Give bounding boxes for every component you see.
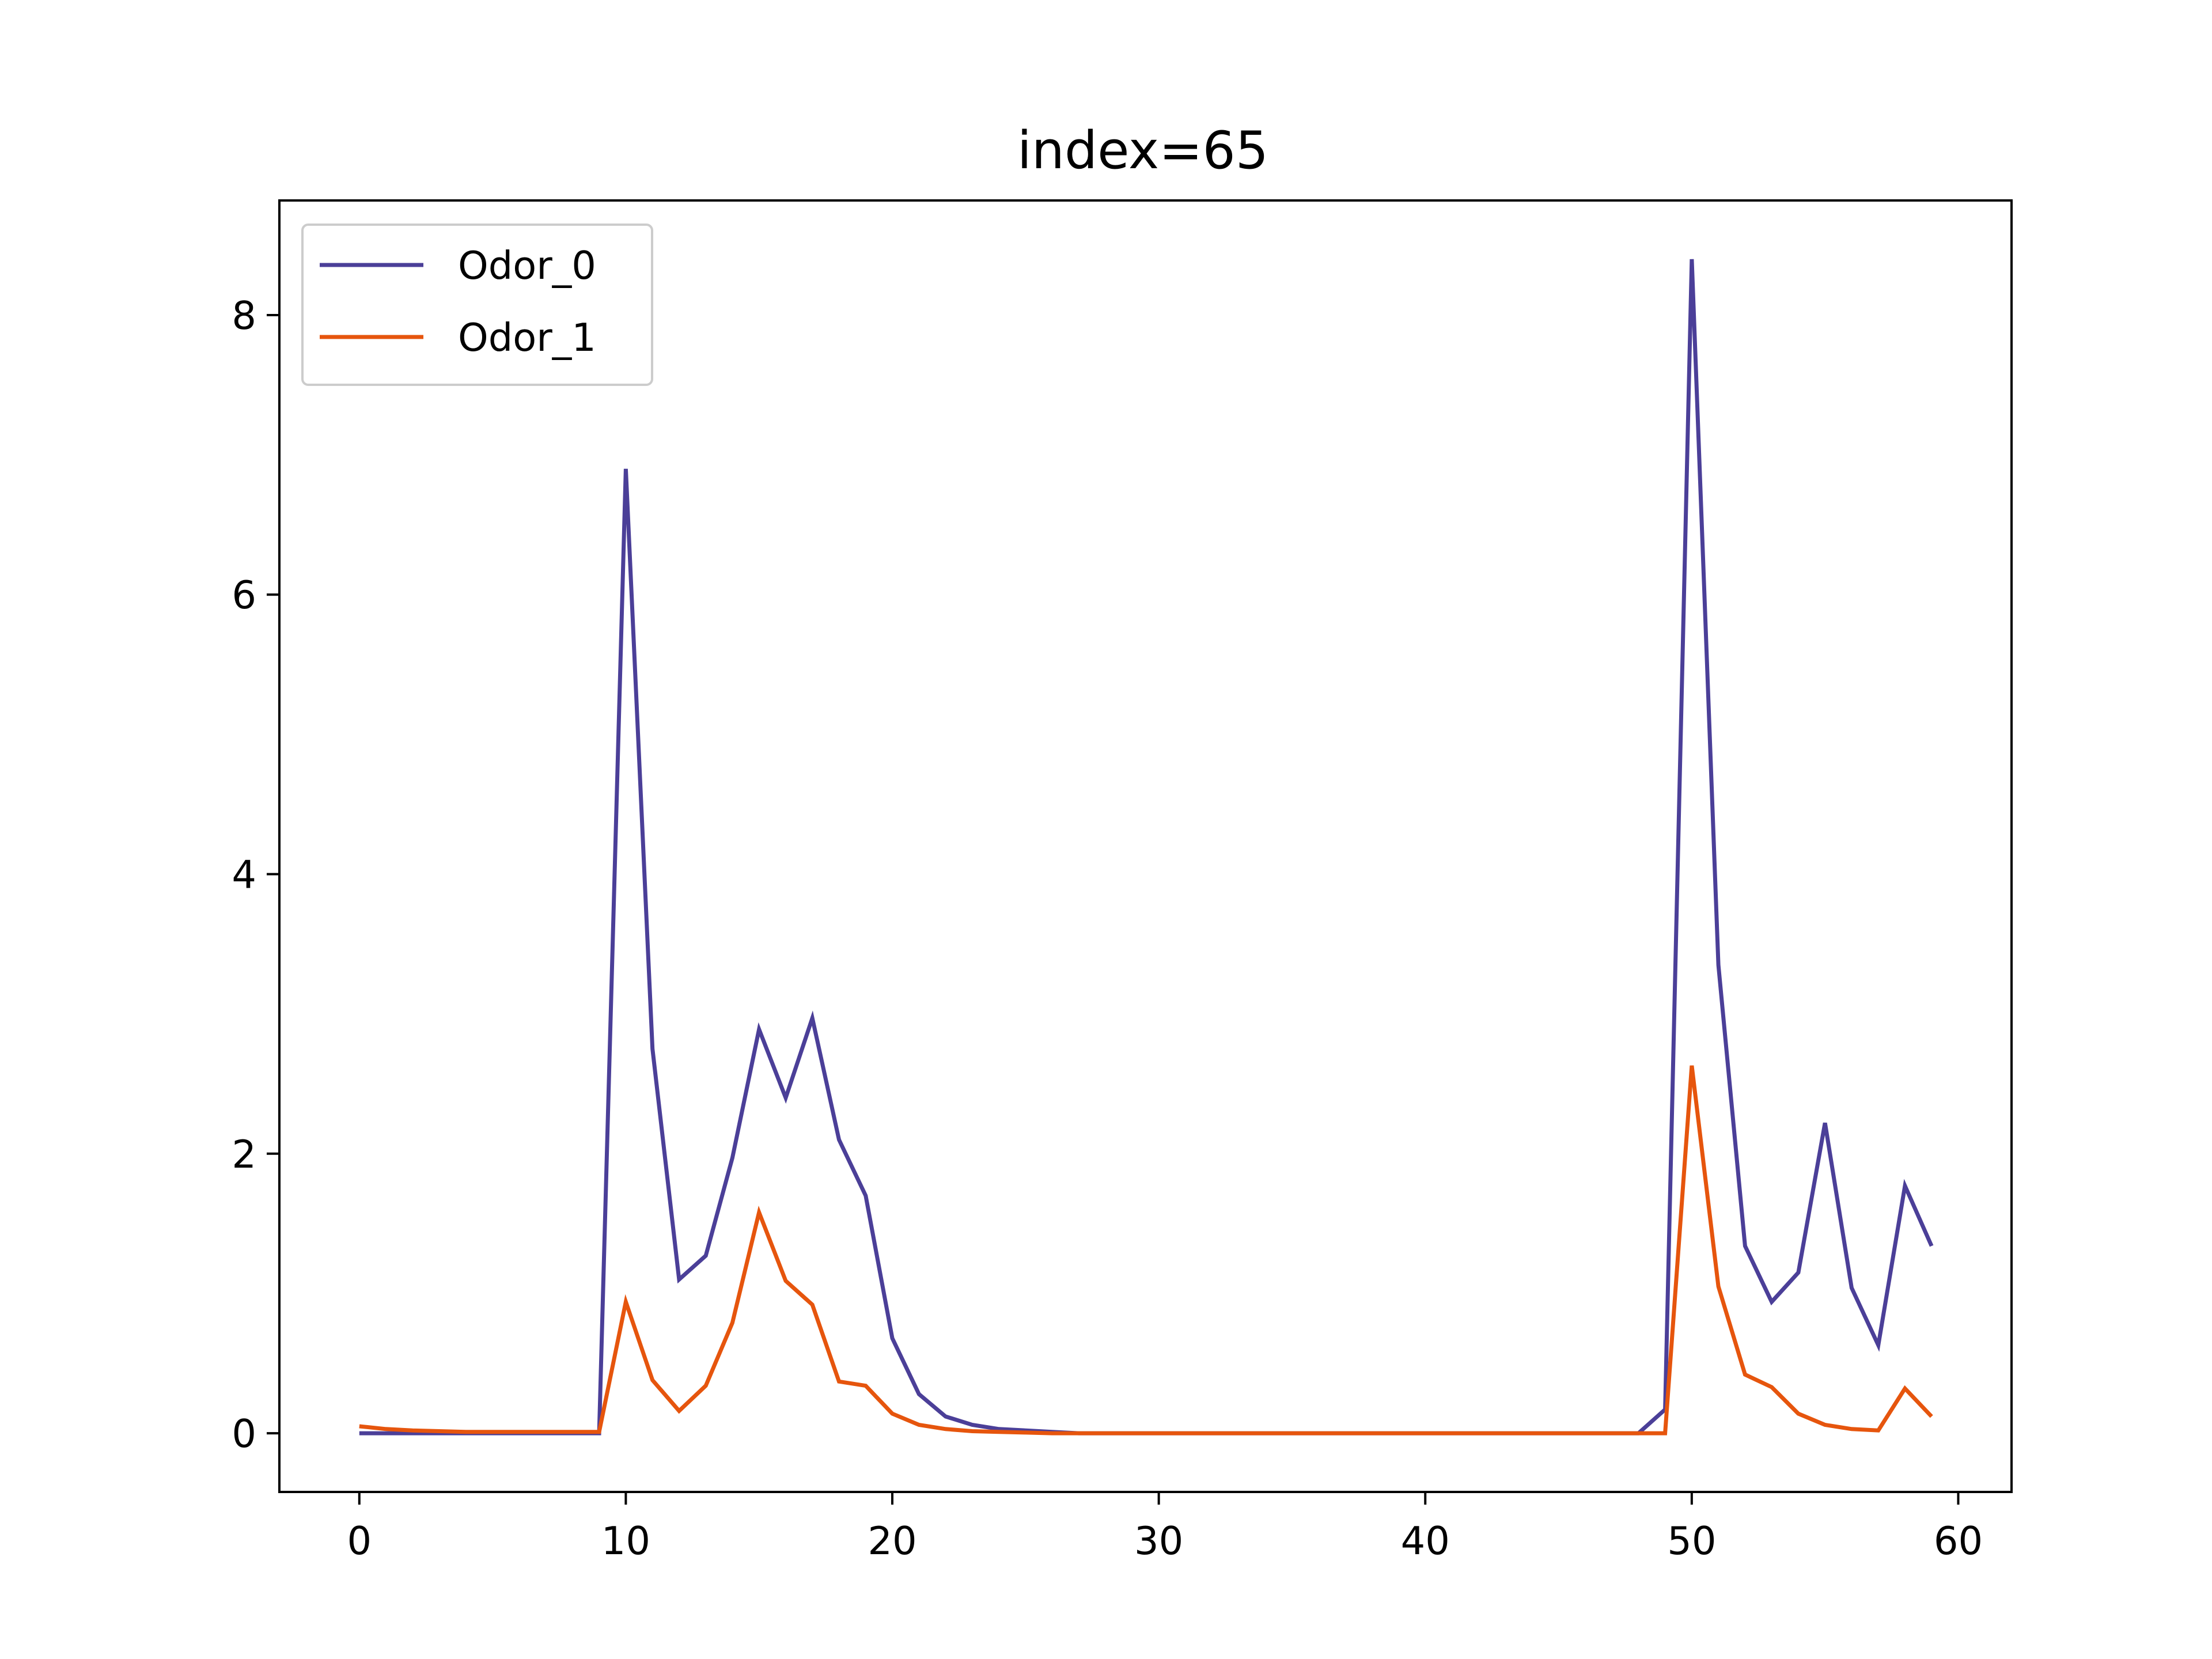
legend-label: Odor_0 xyxy=(458,243,596,288)
series-line-odor-1 xyxy=(359,1065,1933,1435)
legend: Odor_0 Odor_1 xyxy=(301,224,653,386)
y-axis: 0 2 4 6 8 xyxy=(232,293,279,1456)
y-tick-label: 0 xyxy=(232,1411,256,1456)
plot-frame xyxy=(278,199,2013,1493)
series-layer xyxy=(359,259,1934,1435)
x-tick-label: 10 xyxy=(601,1518,650,1563)
y-tick-label: 8 xyxy=(232,293,256,338)
x-axis: 0 10 20 30 40 50 60 xyxy=(347,1492,1983,1563)
chart-title: index=65 xyxy=(1017,120,1268,181)
x-tick-label: 20 xyxy=(868,1518,916,1563)
x-tick-label: 60 xyxy=(1934,1518,1983,1563)
y-tick-label: 2 xyxy=(232,1132,256,1177)
legend-label: Odor_1 xyxy=(458,315,596,360)
x-tick-label: 50 xyxy=(1667,1518,1716,1563)
x-tick-label: 0 xyxy=(347,1518,372,1563)
x-tick-label: 30 xyxy=(1134,1518,1183,1563)
y-tick-label: 4 xyxy=(232,853,256,897)
y-tick-label: 6 xyxy=(232,573,256,618)
x-tick-label: 40 xyxy=(1401,1518,1450,1563)
